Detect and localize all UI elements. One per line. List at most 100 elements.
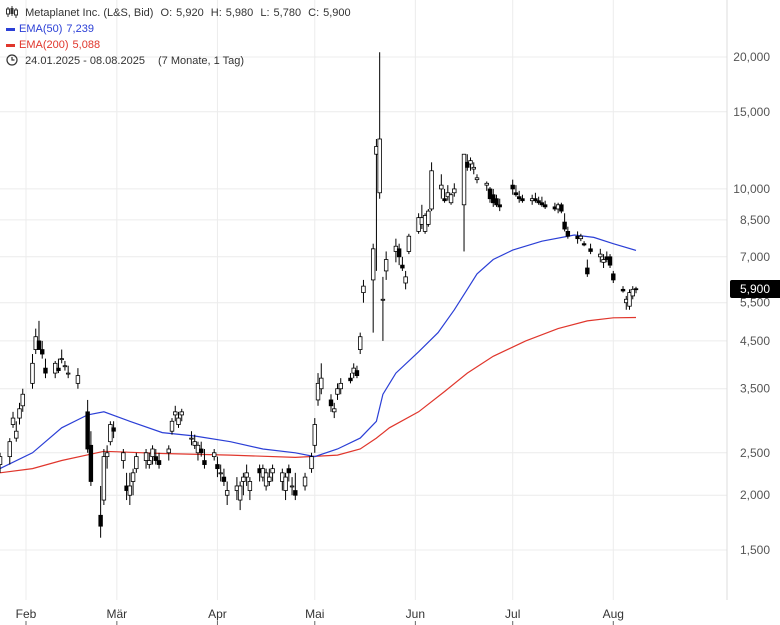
- candle: [199, 441, 204, 457]
- candle: [468, 157, 473, 171]
- candle-body: [156, 460, 162, 465]
- candle: [332, 402, 337, 419]
- candle-body: [121, 452, 126, 461]
- candle: [173, 405, 178, 422]
- candle-body: [270, 468, 275, 474]
- candle: [150, 445, 155, 465]
- x-tick-label: Apr: [208, 607, 227, 621]
- candle: [598, 248, 603, 263]
- candle: [377, 52, 382, 199]
- candle: [319, 363, 324, 395]
- candle: [510, 179, 515, 195]
- candle-body: [328, 399, 334, 407]
- candle-body: [283, 476, 288, 491]
- candle-body: [380, 298, 386, 301]
- candle-body: [134, 456, 139, 470]
- y-tick-label: 4,500: [740, 334, 770, 348]
- candle: [267, 468, 272, 486]
- candle-body: [442, 198, 447, 202]
- candle-body: [630, 288, 635, 297]
- legend-ema50[interactable]: EMA(50) 7,239: [6, 22, 98, 36]
- candle-body: [88, 444, 94, 482]
- candle-body: [559, 204, 564, 212]
- candle: [247, 477, 253, 501]
- y-tick-label: 7,000: [740, 250, 770, 264]
- candle: [293, 472, 298, 501]
- candle: [75, 368, 81, 389]
- candle: [429, 162, 434, 212]
- candle-body: [513, 192, 519, 196]
- candle-body: [241, 476, 246, 482]
- y-tick-label: 5,500: [740, 296, 770, 310]
- legend-period[interactable]: 24.01.2025 - 08.08.2025 (7 Monate, 1 Tag…: [6, 54, 248, 68]
- candle: [156, 452, 162, 469]
- candle: [98, 485, 103, 538]
- candle: [121, 449, 126, 469]
- candle: [354, 365, 360, 379]
- ema200-swatch: [6, 43, 15, 47]
- candle: [361, 279, 366, 303]
- ema200-layer: [0, 316, 637, 474]
- candle: [565, 226, 571, 239]
- candle-body: [101, 456, 107, 501]
- candles: [0, 52, 639, 538]
- candle-body: [565, 230, 571, 237]
- candle-body: [468, 160, 473, 165]
- legend-title-row: Metaplanet Inc. (L&S, Bid) O: 5,920 H: 5,9…: [6, 6, 355, 20]
- candle-body: [494, 198, 499, 206]
- candle: [484, 181, 489, 191]
- candle-body: [332, 408, 337, 413]
- y-tick-label: 2,000: [740, 488, 770, 502]
- candle: [85, 399, 90, 453]
- ema200-value: 5,088: [72, 39, 101, 51]
- candle: [104, 445, 110, 469]
- candle: [270, 464, 275, 482]
- legend-ema200[interactable]: EMA(200) 5,088: [6, 38, 104, 52]
- candle-body: [247, 481, 253, 491]
- candle: [581, 241, 587, 247]
- candle-body: [578, 235, 584, 240]
- candle: [578, 233, 584, 242]
- candle: [17, 402, 22, 425]
- candle-body: [267, 476, 272, 482]
- candle-body: [465, 161, 470, 168]
- candle-body: [302, 476, 308, 487]
- candle-body: [429, 170, 434, 210]
- candle-body: [30, 362, 35, 384]
- candle: [328, 394, 334, 412]
- candle: [166, 445, 171, 461]
- candle: [215, 456, 220, 478]
- ema200-label: EMA(200): [19, 39, 69, 51]
- candle-body: [542, 204, 548, 208]
- close-value: 5,900: [323, 7, 351, 19]
- candle: [607, 254, 613, 269]
- candle: [338, 378, 343, 395]
- candle: [111, 421, 116, 439]
- candle: [108, 421, 113, 446]
- candle: [153, 449, 158, 465]
- candle: [0, 452, 3, 473]
- candle: [601, 254, 606, 269]
- candle-body: [62, 365, 68, 368]
- candle-body: [130, 472, 136, 482]
- y-tick-label: 20,000: [733, 50, 770, 64]
- candle: [396, 243, 402, 266]
- candle: [62, 360, 68, 371]
- candle-body: [104, 452, 110, 458]
- candle: [179, 408, 184, 422]
- candle: [289, 477, 295, 496]
- candle-body: [166, 448, 171, 454]
- candles-icon[interactable]: [6, 6, 18, 18]
- candle: [400, 256, 405, 271]
- ema50-swatch: [6, 27, 15, 31]
- candle-body: [588, 248, 593, 252]
- low-value: 5,780: [273, 7, 302, 19]
- candle-body: [426, 210, 431, 225]
- candle: [403, 270, 408, 290]
- candle-body: [400, 264, 405, 269]
- candle-body: [20, 393, 25, 407]
- candle-body: [36, 340, 42, 350]
- candle-body: [335, 388, 340, 395]
- candle-body: [516, 196, 522, 200]
